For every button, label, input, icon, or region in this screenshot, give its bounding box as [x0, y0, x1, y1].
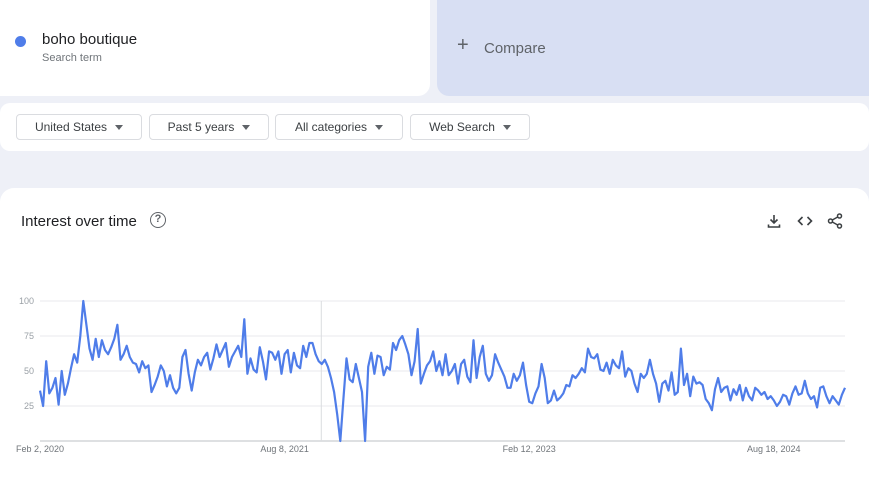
- filter-region[interactable]: United States: [16, 114, 142, 140]
- caret-down-icon: [375, 124, 384, 130]
- download-icon[interactable]: [765, 212, 783, 230]
- search-term-subtitle: Search term: [42, 52, 102, 64]
- share-icon[interactable]: [826, 212, 844, 230]
- series-color-dot-icon: [15, 36, 26, 47]
- y-tick-label: 75: [24, 331, 34, 341]
- x-tick-label: Aug 8, 2021: [260, 444, 309, 454]
- plus-icon: +: [457, 34, 469, 56]
- filter-region-label: United States: [34, 120, 108, 134]
- caret-down-icon: [115, 124, 124, 130]
- x-tick-label: Feb 12, 2023: [503, 444, 556, 454]
- filter-time-range[interactable]: Past 5 years: [149, 114, 269, 140]
- y-tick-label: 25: [24, 401, 34, 411]
- interest-line-chart: 100 75 50 25 Feb 2, 2020 Aug 8, 2021 Feb 12, 2…: [16, 296, 847, 454]
- caret-down-icon: [242, 124, 251, 130]
- interest-over-time-panel: Interest over time ? 100 75 50 25 Feb 2, 202…: [0, 188, 869, 485]
- y-tick-label: 100: [19, 296, 34, 306]
- filter-category-label: All categories: [294, 120, 368, 134]
- caret-down-icon: [502, 124, 511, 130]
- x-tick-label: Feb 2, 2020: [16, 444, 64, 454]
- series-line-boho-boutique[interactable]: [38, 299, 847, 443]
- search-term-name: boho boutique: [42, 31, 138, 48]
- filter-bar: United States Past 5 years All categorie…: [0, 103, 869, 151]
- compare-button[interactable]: + Compare: [437, 0, 869, 96]
- embed-code-icon[interactable]: [796, 212, 814, 230]
- filter-time-range-label: Past 5 years: [167, 120, 235, 134]
- filter-search-type[interactable]: Web Search: [410, 114, 530, 140]
- filter-category[interactable]: All categories: [275, 114, 403, 140]
- filter-search-type-label: Web Search: [429, 120, 495, 134]
- compare-label: Compare: [484, 40, 546, 57]
- panel-title: Interest over time: [21, 213, 137, 230]
- x-tick-label: Aug 18, 2024: [747, 444, 801, 454]
- y-tick-label: 50: [24, 366, 34, 376]
- search-term-card[interactable]: boho boutique Search term: [0, 0, 430, 96]
- help-circle-icon[interactable]: ?: [150, 212, 166, 228]
